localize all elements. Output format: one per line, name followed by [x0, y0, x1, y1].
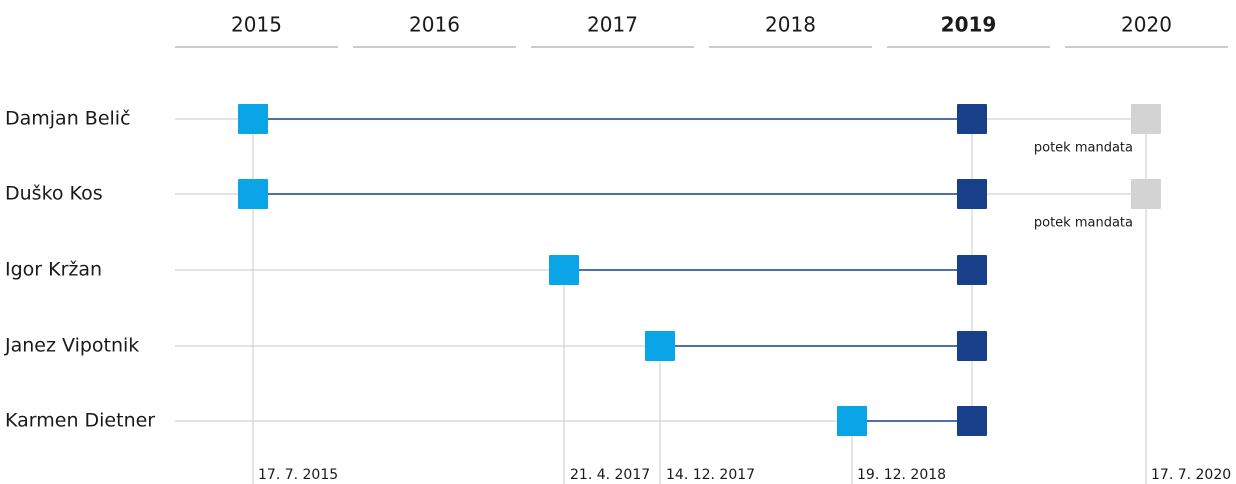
person-name: Karmen Dietner — [5, 410, 155, 432]
date-label: 17. 7. 2015 — [258, 467, 338, 483]
start-marker — [549, 255, 579, 285]
end-marker — [957, 406, 987, 436]
start-marker — [238, 179, 268, 209]
year-label: 2015 — [231, 13, 282, 37]
date-label: 21. 4. 2017 — [570, 467, 650, 483]
year-label: 2016 — [409, 13, 460, 37]
person-name: Damjan Belič — [5, 108, 131, 130]
expiry-marker — [1131, 104, 1161, 134]
note: potek mandata — [1034, 141, 1133, 156]
note: potek mandata — [1034, 216, 1133, 231]
end-marker — [957, 104, 987, 134]
year-label: 2020 — [1121, 13, 1172, 37]
date-label: 19. 12. 2018 — [857, 467, 946, 483]
end-marker — [957, 331, 987, 361]
person-name: Duško Kos — [5, 183, 103, 205]
start-marker — [837, 406, 867, 436]
person-name: Igor Kržan — [5, 259, 102, 281]
person-name: Janez Vipotnik — [4, 335, 139, 357]
start-marker — [238, 104, 268, 134]
date-label: 17. 7. 2020 — [1151, 467, 1231, 483]
end-marker — [957, 179, 987, 209]
expiry-marker — [1131, 179, 1161, 209]
start-marker — [645, 331, 675, 361]
year-label: 2018 — [765, 13, 816, 37]
date-label: 14. 12. 2017 — [666, 467, 755, 483]
end-marker — [957, 255, 987, 285]
year-label: 2019 — [941, 13, 997, 37]
year-label: 2017 — [587, 13, 638, 37]
